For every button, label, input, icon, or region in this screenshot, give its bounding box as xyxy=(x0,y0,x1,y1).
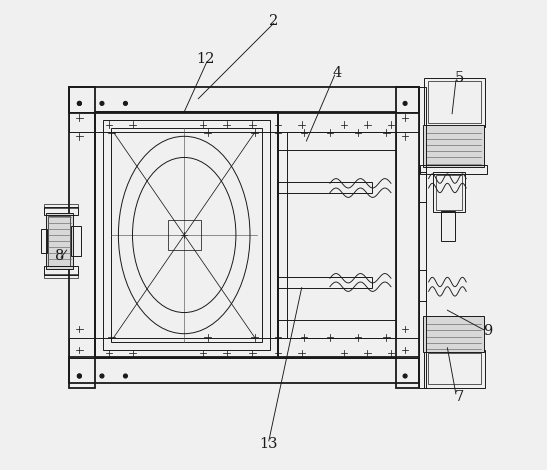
Text: 8: 8 xyxy=(55,249,65,263)
Text: 12: 12 xyxy=(196,52,214,66)
Circle shape xyxy=(78,374,82,378)
Bar xyxy=(45,213,73,269)
Circle shape xyxy=(78,374,82,378)
Bar xyxy=(168,220,201,250)
Bar xyxy=(441,211,456,241)
Bar xyxy=(44,266,78,275)
Circle shape xyxy=(403,102,407,105)
Bar xyxy=(69,87,419,113)
Bar xyxy=(44,274,78,278)
Bar xyxy=(419,172,426,202)
Bar xyxy=(103,120,270,350)
Bar xyxy=(41,229,47,253)
Circle shape xyxy=(100,374,104,378)
Bar xyxy=(428,81,481,123)
Text: 7: 7 xyxy=(455,390,464,404)
Bar xyxy=(424,350,485,388)
Bar xyxy=(44,207,78,215)
Bar xyxy=(278,320,395,338)
Bar xyxy=(419,270,426,301)
Bar xyxy=(278,132,395,150)
Bar xyxy=(72,226,81,256)
Circle shape xyxy=(78,102,82,105)
Text: 4: 4 xyxy=(333,66,341,80)
Bar xyxy=(419,87,426,388)
Bar xyxy=(48,216,71,266)
Bar xyxy=(428,353,481,384)
Text: 5: 5 xyxy=(455,70,464,85)
Bar xyxy=(69,87,95,388)
Bar xyxy=(95,112,278,358)
Bar xyxy=(395,87,419,388)
Text: 13: 13 xyxy=(259,437,278,451)
Bar xyxy=(69,112,419,132)
Bar xyxy=(44,204,78,208)
Bar xyxy=(424,78,485,127)
Circle shape xyxy=(403,374,407,378)
Circle shape xyxy=(100,102,104,105)
Bar xyxy=(420,165,487,174)
Circle shape xyxy=(124,102,127,105)
Bar xyxy=(278,182,372,193)
Bar xyxy=(112,128,262,342)
Text: 2: 2 xyxy=(269,14,278,28)
Circle shape xyxy=(78,102,82,105)
Bar xyxy=(433,172,465,212)
Bar xyxy=(423,316,484,352)
Circle shape xyxy=(124,374,127,378)
Bar xyxy=(423,125,484,167)
Bar xyxy=(436,175,462,210)
Bar xyxy=(69,338,419,358)
Text: 9: 9 xyxy=(482,324,492,338)
Bar xyxy=(278,277,372,288)
Bar xyxy=(69,357,419,383)
